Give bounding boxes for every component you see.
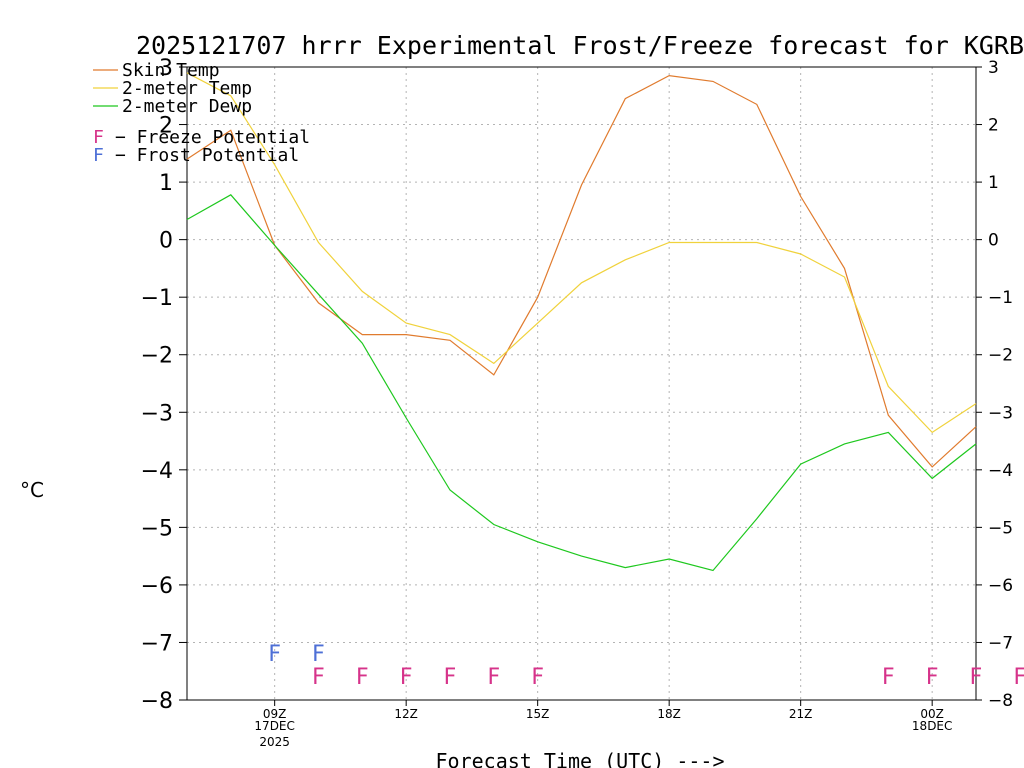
y-tick-label-left: 2: [159, 114, 173, 139]
y-tick-label-left: 0: [159, 229, 173, 254]
freeze-marker: F: [444, 665, 457, 690]
y-tick-label-left: −4: [141, 459, 173, 484]
y-tick-label-right: −1: [988, 288, 1013, 308]
x-tick-label: 12Z: [394, 707, 418, 721]
x-tick-label: 09Z: [263, 707, 287, 721]
y-tick-label-right: 3: [988, 58, 999, 78]
y-tick-label-right: 0: [988, 231, 999, 251]
y-axis-left: 3 2 1 0 −1 −2 −3 −4 −5 −6 −7 −8: [141, 56, 187, 714]
x-tick-date: 17DEC: [254, 719, 294, 733]
series-line-skin-temp: [186, 74, 977, 468]
x-tick-year: 2025: [259, 735, 290, 749]
y-tick-label-left: −3: [141, 401, 173, 426]
legend-label-2-meter-temp: 2-meter Temp: [122, 78, 252, 99]
freeze-marker: F: [356, 665, 369, 690]
x-tick-label: 21Z: [789, 707, 813, 721]
y-tick-label-left: 1: [159, 171, 173, 196]
x-axis-label: Forecast Time (UTC) --->: [436, 749, 725, 768]
y-tick-label-left: −7: [141, 631, 173, 656]
legend-marker-symbol: F: [93, 127, 104, 148]
y-tick-label-left: −2: [141, 344, 173, 369]
y-tick-label-left: −1: [141, 286, 173, 311]
series-line-2-meter-dewp: [186, 194, 977, 572]
freeze-marker: F: [400, 665, 413, 690]
y-tick-label-left: 3: [159, 56, 173, 81]
freeze-marker: F: [970, 665, 983, 690]
series-layer: [186, 72, 977, 572]
y-axis-label: °C: [20, 478, 44, 502]
x-tick-label: 15Z: [526, 707, 550, 721]
x-tick-date: 18DEC: [912, 719, 952, 733]
y-tick-label-right: 1: [988, 173, 999, 193]
frost-marker: F: [268, 642, 281, 667]
y-tick-label-right: −4: [988, 461, 1013, 481]
plot-frame: [186, 66, 977, 701]
freeze-marker: F: [488, 665, 501, 690]
y-axis-right: 3 2 1 0 −1 −2 −3 −4 −5 −6 −7 −8: [976, 58, 1013, 711]
y-tick-label-right: 2: [988, 116, 999, 136]
x-tick-label: 18Z: [657, 707, 681, 721]
freeze-marker: F: [882, 665, 895, 690]
frost-marker: F: [312, 642, 325, 667]
legend-marker-symbol: F: [93, 145, 104, 166]
y-tick-label-right: −3: [988, 403, 1013, 423]
legend-label-skin-temp: Skin Temp: [122, 60, 220, 81]
y-tick-label-right: −7: [988, 633, 1013, 653]
y-tick-label-left: −8: [141, 689, 173, 714]
x-tick-label: 00Z: [920, 707, 944, 721]
legend-marker-label: − Frost Potential: [115, 145, 299, 166]
y-tick-label-right: −8: [988, 691, 1013, 711]
legend-label-2-meter-dewp: 2-meter Dewp: [122, 96, 252, 117]
legend-marker-label: − Freeze Potential: [115, 127, 310, 148]
freeze-marker: F: [531, 665, 544, 690]
y-tick-label-left: −5: [141, 516, 173, 541]
chart-title: 2025121707 hrrr Experimental Frost/Freez…: [136, 31, 1024, 60]
y-tick-label-right: −5: [988, 518, 1013, 538]
markers-layer: F FF F F F F F F F F F: [268, 642, 1024, 690]
freeze-marker: F: [1014, 665, 1024, 690]
series-line-2-meter-temp: [186, 72, 977, 434]
y-tick-label-left: −6: [141, 574, 173, 599]
y-tick-label-right: −2: [988, 346, 1013, 366]
freeze-marker: F: [312, 665, 325, 690]
freeze-marker: F: [926, 665, 939, 690]
y-tick-label-right: −6: [988, 576, 1013, 596]
